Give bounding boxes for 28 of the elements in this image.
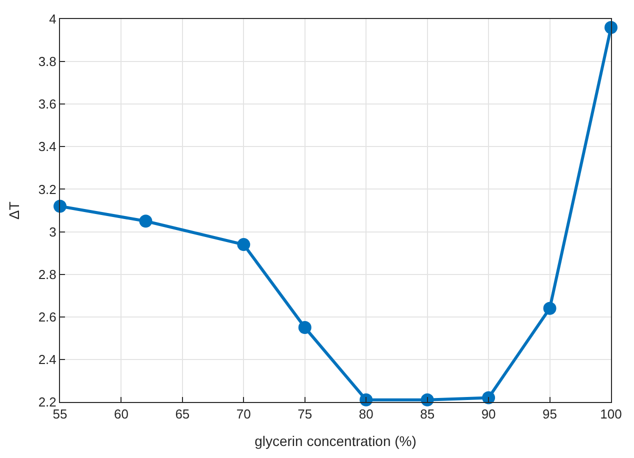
x-tick-label: 65	[175, 406, 190, 422]
y-tick-label: 4	[49, 12, 56, 27]
y-tick-label: 3.4	[38, 139, 56, 154]
x-tick-label: 100	[600, 406, 622, 422]
x-tick-label: 60	[114, 406, 128, 422]
y-tick-label: 2.6	[38, 309, 56, 324]
point	[298, 321, 312, 334]
y-tick-label: 2.4	[38, 352, 56, 367]
point	[360, 393, 373, 406]
x-axis-title: glycerin concentration (%)	[254, 432, 416, 449]
x-tick-label: 95	[542, 406, 558, 422]
y-tick-label: 3.6	[38, 96, 56, 112]
x-tick-label: 75	[298, 406, 312, 422]
x-tick-label: 70	[236, 406, 251, 422]
y-axis-title: ΔT	[6, 201, 22, 220]
x-tick-label: 90	[481, 406, 496, 422]
point	[543, 302, 556, 315]
point	[604, 21, 618, 34]
point	[139, 214, 152, 228]
y-tick-label: 2.8	[38, 266, 56, 282]
point	[237, 238, 250, 252]
point	[420, 393, 434, 406]
y-tick-label: 3.8	[38, 54, 56, 70]
x-tick-label: 85	[420, 406, 435, 422]
point	[482, 391, 496, 404]
y-tick-label: 3	[49, 224, 56, 240]
x-tick-label: 80	[358, 406, 374, 422]
y-tick-label: 3.2	[38, 182, 56, 197]
